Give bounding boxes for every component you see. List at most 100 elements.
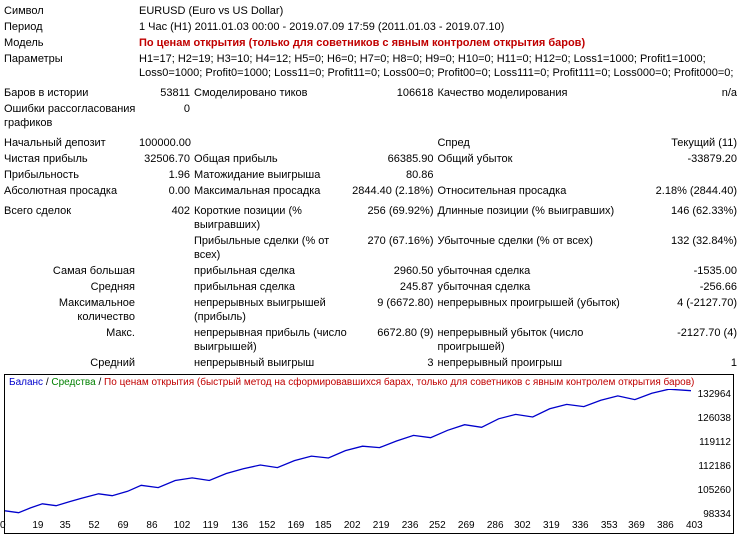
largest-l-val: -1535.00 [637,264,737,278]
x-tick: 136 [232,520,249,531]
x-tick: 152 [259,520,276,531]
x-tick: 119 [203,520,219,531]
maxconsp-l-val: -2127.70 (4) [637,326,737,354]
maxdd-label: Максимальная просадка [194,184,347,198]
ptrades-val: 270 (67.16%) [347,234,437,262]
row-avg: Средняя прибыльная сделка 245.87 убыточн… [4,280,737,294]
y-tick: 119112 [699,437,731,448]
row-model: Модель По ценам открытия (только для сов… [4,36,737,50]
row-maxcons: Максимальное количество непрерывных выиг… [4,296,737,324]
avgcons-l-val: 1 [637,356,737,370]
grossprofit-label: Общая прибыль [194,152,347,166]
long-val: 146 (62.33%) [637,204,737,232]
row-largest: Самая большая прибыльная сделка 2960.50 … [4,264,737,278]
row-netprofit: Чистая прибыль 32506.70 Общая прибыль 66… [4,152,737,166]
legend-mode: По ценам открытия (быстрый метод на сфор… [104,377,694,388]
netprofit-val: 32506.70 [139,152,194,166]
grossloss-val: -33879.20 [637,152,737,166]
short-label: Короткие позиции (% выигравших) [194,204,347,232]
row-deposit: Начальный депозит 100000.00 Спред Текущи… [4,136,737,150]
x-tick: 35 [60,520,71,531]
mismatch-val: 0 [139,102,194,130]
x-tick: 286 [487,520,504,531]
row-pf: Прибыльность 1.96 Матожидание выигрыша 8… [4,168,737,182]
ltrades-label: Убыточные сделки (% от всех) [437,234,637,262]
ptrades-label: Прибыльные сделки (% от всех) [194,234,347,262]
x-tick: 403 [686,520,703,531]
avgcons-l-label: непрерывный проигрыш [437,356,637,370]
deposit-val: 100000.00 [139,136,194,150]
x-tick: 69 [117,520,128,531]
params-value: H1=17; H2=19; H3=10; H4=12; H5=0; H6=0; … [139,52,737,80]
y-tick: 112186 [698,461,731,472]
row-avgcons: Средний непрерывный выигрыш 3 непрерывны… [4,356,737,370]
avg-l-val: -256.66 [637,280,737,294]
row-dd: Абсолютная просадка 0.00 Максимальная пр… [4,184,737,198]
equity-chart: Баланс / Средства / По ценам открытия (б… [4,374,734,534]
row-ptrades: Прибыльные сделки (% от всех) 270 (67.16… [4,234,737,262]
maxconsp-label: Макс. [4,326,139,354]
row-bars: Баров в истории 53811 Смоделировано тико… [4,86,737,100]
ticks-label: Смоделировано тиков [194,86,347,100]
grossloss-label: Общий убыток [437,152,637,166]
reldd-label: Относительная просадка [437,184,637,198]
period-value: 1 Час (H1) 2011.01.03 00:00 - 2019.07.09… [139,20,504,34]
x-tick: 386 [657,520,674,531]
bars-label: Баров в истории [4,86,139,100]
avgcons-w-label: непрерывный выигрыш [194,356,347,370]
trades-val: 402 [139,204,194,232]
x-tick: 219 [373,520,390,531]
row-period: Период 1 Час (H1) 2011.01.03 00:00 - 201… [4,20,737,34]
x-tick: 252 [429,520,446,531]
params-label: Параметры [4,52,139,80]
largest-p-val: 2960.50 [347,264,437,278]
spread-label: Спред [437,136,637,150]
x-tick: 169 [288,520,305,531]
largest-p-label: прибыльная сделка [194,264,347,278]
avgcons-w-val: 3 [347,356,437,370]
model-value: По ценам открытия (только для советников… [139,36,585,50]
bars-val: 53811 [139,86,194,100]
avgcons-label: Средний [4,356,139,370]
maxconsp-l-label: непрерывный убыток (число проигрышей) [437,326,637,354]
short-val: 256 (69.92%) [347,204,437,232]
chart-legend: Баланс / Средства / По ценам открытия (б… [9,377,694,388]
x-tick: 302 [514,520,531,531]
netprofit-label: Чистая прибыль [4,152,139,166]
expect-label: Матожидание выигрыша [194,168,347,182]
x-tick: 19 [32,520,43,531]
y-tick: 105260 [698,485,731,496]
avg-label: Средняя [4,280,139,294]
legend-balance: Баланс [9,377,43,388]
x-tick: 185 [315,520,332,531]
symbol-label: Символ [4,4,139,18]
deposit-label: Начальный депозит [4,136,139,150]
avg-p-val: 245.87 [347,280,437,294]
x-tick: 202 [344,520,361,531]
legend-equity: Средства [51,377,95,388]
maxcons-l-val: 4 (-2127.70) [637,296,737,324]
maxconsp-w-label: непрерывная прибыль (число выигрышей) [194,326,347,354]
long-label: Длинные позиции (% выигравших) [437,204,637,232]
trades-label: Всего сделок [4,204,139,232]
x-tick: 0 [0,520,6,531]
row-mismatch: Ошибки рассогласования графиков 0 [4,102,737,130]
maxcons-w-val: 9 (6672.80) [347,296,437,324]
ticks-val: 106618 [347,86,437,100]
model-label: Модель [4,36,139,50]
absdd-val: 0.00 [139,184,194,198]
pf-val: 1.96 [139,168,194,182]
x-tick: 236 [402,520,419,531]
ltrades-val: 132 (32.84%) [637,234,737,262]
pf-label: Прибыльность [4,168,139,182]
y-tick: 132964 [698,389,731,400]
symbol-value: EURUSD (Euro vs US Dollar) [139,4,283,18]
grossprofit-val: 66385.90 [347,152,437,166]
mismatch-label: Ошибки рассогласования графиков [4,102,139,130]
equity-line [5,389,691,517]
absdd-label: Абсолютная просадка [4,184,139,198]
expect-val: 80.86 [347,168,437,182]
quality-label: Качество моделирования [437,86,637,100]
avg-l-label: убыточная сделка [437,280,637,294]
row-params: Параметры H1=17; H2=19; H3=10; H4=12; H5… [4,52,737,80]
